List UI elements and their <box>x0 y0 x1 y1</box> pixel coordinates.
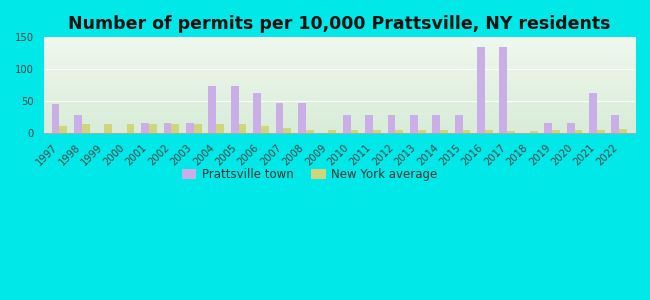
Bar <box>186 122 194 133</box>
Legend: Prattsville town, New York average: Prattsville town, New York average <box>177 164 443 186</box>
Bar <box>253 93 261 133</box>
Bar <box>619 129 627 133</box>
Bar <box>544 123 552 133</box>
Bar <box>485 130 493 133</box>
Bar <box>477 47 485 133</box>
Bar <box>508 131 515 133</box>
Bar <box>231 85 239 133</box>
Bar <box>74 115 82 133</box>
Bar <box>164 122 172 133</box>
Bar <box>365 115 373 133</box>
Bar <box>567 123 575 133</box>
Bar <box>261 126 269 133</box>
Title: Number of permits per 10,000 Prattsville, NY residents: Number of permits per 10,000 Prattsville… <box>68 15 610 33</box>
Bar <box>283 128 291 133</box>
Bar <box>239 124 246 133</box>
Bar <box>395 130 403 133</box>
Bar <box>276 103 283 133</box>
Bar <box>455 115 463 133</box>
Bar <box>172 124 179 133</box>
Bar <box>387 115 395 133</box>
Bar <box>552 130 560 133</box>
Bar <box>149 124 157 133</box>
Bar <box>306 130 313 133</box>
Bar <box>373 130 381 133</box>
Bar <box>104 124 112 133</box>
Bar <box>530 131 538 133</box>
Bar <box>612 115 619 133</box>
Bar <box>410 115 418 133</box>
Bar <box>440 130 448 133</box>
Bar <box>343 115 350 133</box>
Bar <box>463 130 471 133</box>
Bar <box>418 130 426 133</box>
Bar <box>597 130 604 133</box>
Bar <box>127 124 135 133</box>
Bar <box>432 115 440 133</box>
Bar <box>499 47 508 133</box>
Bar <box>350 130 358 133</box>
Bar <box>82 124 90 133</box>
Bar <box>194 124 202 133</box>
Bar <box>589 93 597 133</box>
Bar <box>328 130 336 133</box>
Bar <box>575 130 582 133</box>
Bar <box>51 104 59 133</box>
Bar <box>141 122 149 133</box>
Bar <box>216 124 224 133</box>
Bar <box>59 126 67 133</box>
Bar <box>298 103 305 133</box>
Bar <box>209 85 216 133</box>
